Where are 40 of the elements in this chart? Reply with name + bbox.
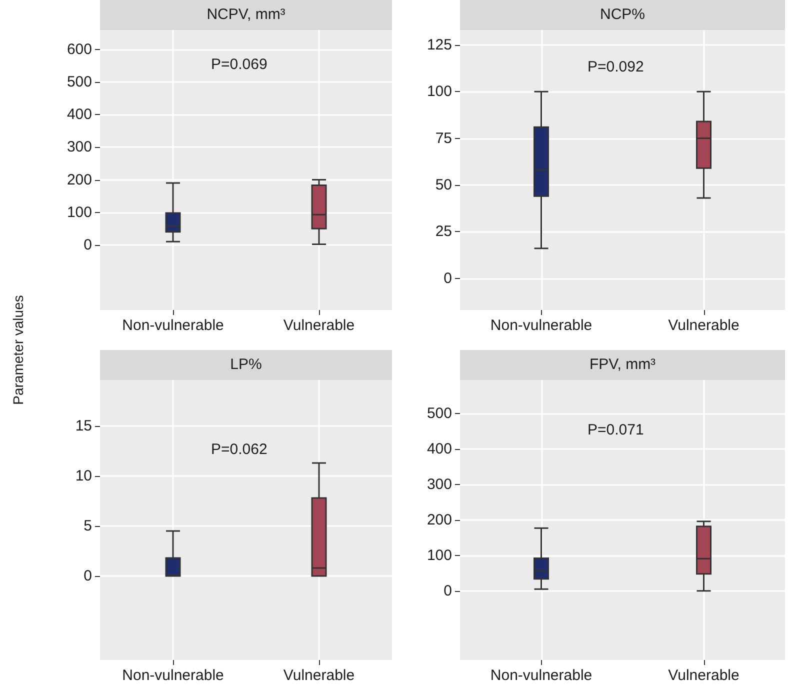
x-tick-label: Vulnerable xyxy=(283,667,355,684)
chart-title: LP% xyxy=(100,350,392,380)
y-tick-label: 5 xyxy=(84,518,92,534)
y-tick-label: 300 xyxy=(426,476,452,494)
x-tick-label: Non-vulnerable xyxy=(490,317,592,334)
annotation: P=0.071 xyxy=(588,421,644,438)
y-tick-label: 0 xyxy=(444,270,452,287)
y-tick-label: 0 xyxy=(84,236,92,254)
y-tick-label: 100 xyxy=(426,83,452,100)
x-tick-label: Vulnerable xyxy=(668,667,740,684)
y-tick-label: 500 xyxy=(426,405,452,422)
x-tick-label: Vulnerable xyxy=(668,317,740,334)
y-tick-label: 600 xyxy=(66,41,92,58)
x-tick-label: Non-vulnerable xyxy=(490,667,592,684)
annotation: P=0.069 xyxy=(211,56,268,73)
chart-title: NCP% xyxy=(460,0,785,30)
y-tick-label: 125 xyxy=(426,36,452,54)
y-tick-label: 400 xyxy=(426,440,452,458)
x-tick-label: Vulnerable xyxy=(283,317,355,334)
x-tick-label: Non-vulnerable xyxy=(122,317,224,334)
chart-title: FPV, mm³ xyxy=(460,350,785,380)
y-tick-label: 100 xyxy=(426,546,452,564)
y-tick-label: 200 xyxy=(426,512,452,528)
y-tick-label: 15 xyxy=(75,418,92,434)
annotation: P=0.062 xyxy=(211,441,268,458)
y-axis-title: Parameter values xyxy=(10,295,26,405)
y-tick-label: 50 xyxy=(435,176,452,194)
y-tick-label: 75 xyxy=(435,130,452,147)
chart-title: NCPV, mm³ xyxy=(100,0,392,30)
annotation: P=0.092 xyxy=(588,58,644,76)
y-tick-label: 400 xyxy=(66,106,92,124)
y-tick-label: 300 xyxy=(66,138,92,156)
y-tick-label: 10 xyxy=(75,468,92,484)
y-tick-label: 100 xyxy=(66,204,92,221)
y-tick-label: 200 xyxy=(66,171,92,188)
y-tick-label: 500 xyxy=(66,74,92,91)
y-tick-label: 25 xyxy=(435,223,452,240)
y-tick-label: 0 xyxy=(444,582,452,600)
y-tick-label: 0 xyxy=(84,568,92,584)
x-tick-label: Non-vulnerable xyxy=(122,667,224,684)
